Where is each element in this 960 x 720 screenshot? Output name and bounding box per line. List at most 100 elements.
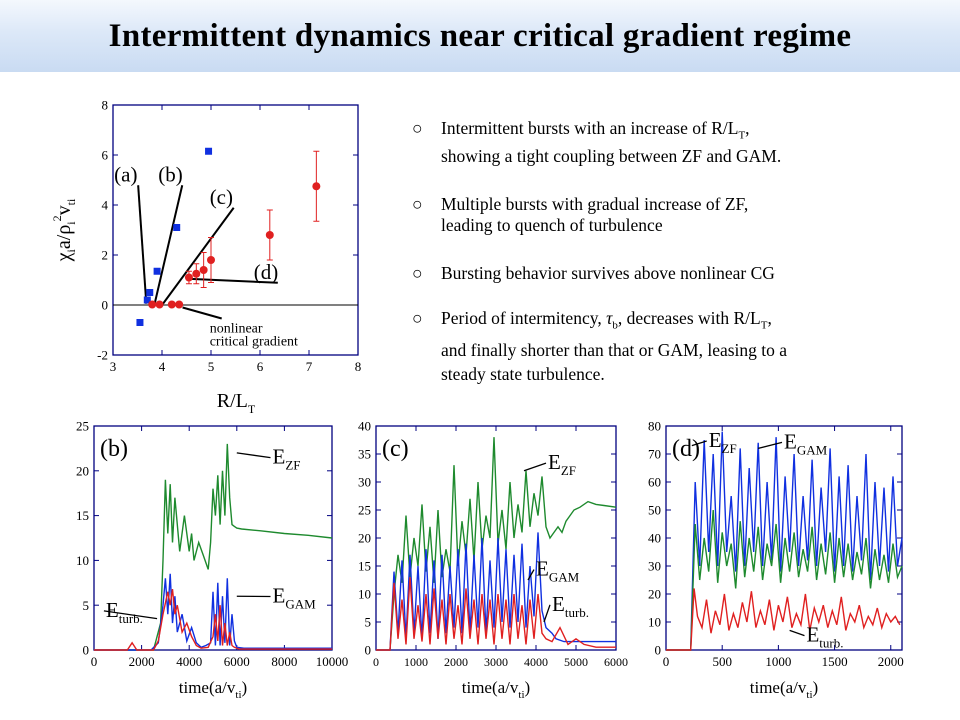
y-tick-label: 10 [358,587,371,602]
x-tick-label: 6000 [604,655,628,669]
x-tick-label: 4000 [524,655,548,669]
bullet-marker: ○ [412,118,423,138]
y-tick-label: 30 [358,475,371,490]
y-tick-label: 0 [83,643,90,658]
y-tick-label: 20 [358,531,371,546]
data-point-square [136,319,144,326]
series-label: Eturb. [106,598,143,626]
annotation-pointer [162,207,235,305]
label-pointer [691,440,707,447]
data-point-square [153,267,161,275]
figure-panel-b: 0 2000 4000 6000 8000 10000 0 5 10 15 20 25 (b) EZF EG… [76,419,348,701]
data-point-circle [199,266,208,274]
x-tick-label: 1000 [404,655,428,669]
series-line-e-turb [376,577,616,651]
x-tick-label: 3 [110,359,117,374]
x-tick-label: 2000 [878,654,904,669]
x-axis-label: time(a/vti) [179,678,247,701]
x-tick-label: 2000 [129,654,155,669]
data-point-circle [148,300,157,309]
panel-label: (c) [382,436,409,462]
x-tick-label: 4 [159,359,166,374]
label-pointer [527,569,535,581]
series-line-e-zf [666,509,903,651]
slide-title: Intermittent dynamics near critical grad… [108,18,852,54]
x-tick-label: 1000 [765,654,791,669]
series-label: EGAM [784,429,828,457]
annotation-label: (d) [254,260,278,284]
y-tick-label: 15 [358,559,371,574]
y-tick-label: 6 [102,148,109,163]
series-line-e-turb [666,588,901,651]
label-pointer [103,610,158,620]
y-tick-label: 4 [102,198,109,213]
bullet-4-line-2: and finally shorter than that or GAM, le… [441,339,788,360]
x-tick-label: 6000 [224,654,250,669]
y-tick-label: 2 [102,248,109,263]
y-tick-label: 25 [358,503,371,518]
series-line-e-turb [94,589,332,651]
data-point-circle [265,231,274,239]
data-point-circle [192,269,201,278]
y-tick-label: 60 [648,475,661,490]
bullet-4-line-1b: , decreases with R/L [617,308,761,328]
bullet-4-line-3: steady state turbulence. [441,363,605,384]
panel-label: (d) [672,436,700,462]
series-label: Eturb. [552,592,589,620]
data-point-circle [175,300,184,309]
y-axis-label: χia/ρi2vti [50,198,78,262]
x-tick-label: 2000 [444,655,468,669]
y-tick-label: 0 [655,643,662,658]
y-tick-label: 30 [648,559,661,574]
bullet-4-comma: , [767,308,772,328]
annotation-label: (b) [158,162,183,186]
series-line-e-gam [376,532,616,651]
annotation-label: nonlinear [210,322,263,337]
bullet-1-subscript: T [738,129,746,142]
y-tick-label: 40 [358,419,371,434]
annotation-pointer [182,306,222,320]
y-tick-label: 20 [76,463,89,478]
x-tick-label: 0 [91,654,98,669]
tau-subscript: b [612,319,618,332]
bullet-2-line-2: leading to quench of turbulence [441,214,663,235]
plot-frame [112,104,359,356]
x-axis-label: time(a/vti) [750,678,818,701]
x-tick-label: 0 [663,654,670,669]
y-tick-label: 0 [365,643,372,658]
bullet-4-subscript: T [760,319,768,332]
series-label: EZF [709,428,737,456]
figure-panel-c: 0 1000 2000 3000 4000 5000 6000 0 5 10 15 20 25 30 35 4… [358,419,628,701]
x-tick-label: 8 [355,359,362,374]
y-tick-label: 0 [102,298,109,313]
annotation-pointer [187,277,278,284]
x-tick-label: 6 [257,359,264,374]
x-tick-label: 8000 [271,654,297,669]
label-pointer [236,452,271,459]
y-tick-label: 5 [365,615,372,630]
x-tick-label: 0 [373,655,379,669]
bullet-1-line-1: Intermittent bursts with an increase of … [441,118,739,138]
x-axis-label: R/LT [217,390,256,416]
x-tick-label: 10000 [316,654,349,669]
data-point-circle [155,300,164,309]
series-line-e-gam [666,431,903,651]
y-tick-label: 15 [76,508,89,523]
bullet-1-comma: , [745,118,750,138]
y-tick-label: 25 [76,419,89,434]
y-tick-label: 10 [648,615,661,630]
series-line-e-zf [94,443,333,651]
y-tick-label: 50 [648,503,661,518]
x-tick-label: 3000 [484,655,508,669]
data-point-circle [207,256,215,264]
data-point-square [173,224,181,231]
bullet-1-line-2: showing a tight coupling between ZF and … [441,146,782,166]
series-label: EZF [273,445,301,473]
y-tick-label: 5 [83,598,90,613]
series-label: EZF [548,450,576,478]
label-pointer [757,441,783,450]
title-banner [0,0,960,72]
data-point-square [143,296,151,304]
x-tick-label: 7 [306,359,313,374]
panel-label: (b) [100,436,128,462]
